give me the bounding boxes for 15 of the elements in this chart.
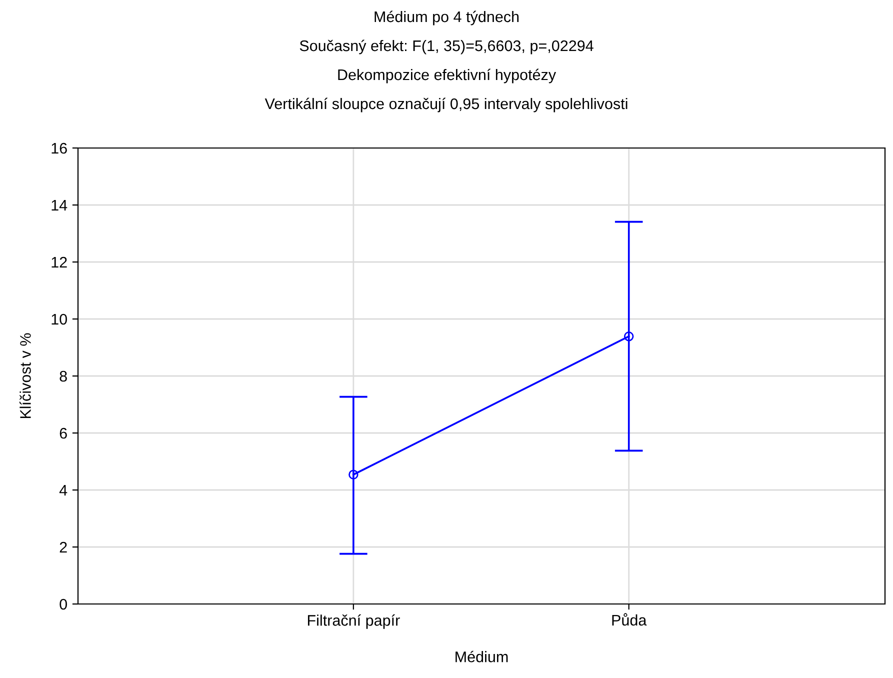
x-tick-label: Filtrační papír [308, 614, 400, 629]
y-tick-label: 14 [52, 200, 68, 211]
y-tick-label: 12 [52, 256, 67, 268]
y-tick-label: 6 [60, 428, 67, 439]
y-tick-label: 2 [60, 542, 67, 553]
y-tick-label: 0 [60, 598, 67, 610]
y-tick-label: 4 [59, 485, 68, 496]
chart-title: Médium po 4 týdnech [374, 10, 519, 26]
chart-subtitle: Současný efekt: F(1, 35)=5,6603, p=,02294 Dekompozice efektivní hypotézy Vertikální sloupce označují 0,95 intervaly spolehlivosti [264, 40, 628, 112]
y-tick-label: 8 [60, 370, 67, 382]
x-axis-title: Médium [456, 650, 508, 662]
y-axis-title: Klíčivost v % [20, 333, 31, 418]
x-tick-label: Půda [612, 613, 647, 626]
y-tick-label: 16 [52, 142, 67, 154]
y-tick-label: 10 [52, 314, 67, 325]
